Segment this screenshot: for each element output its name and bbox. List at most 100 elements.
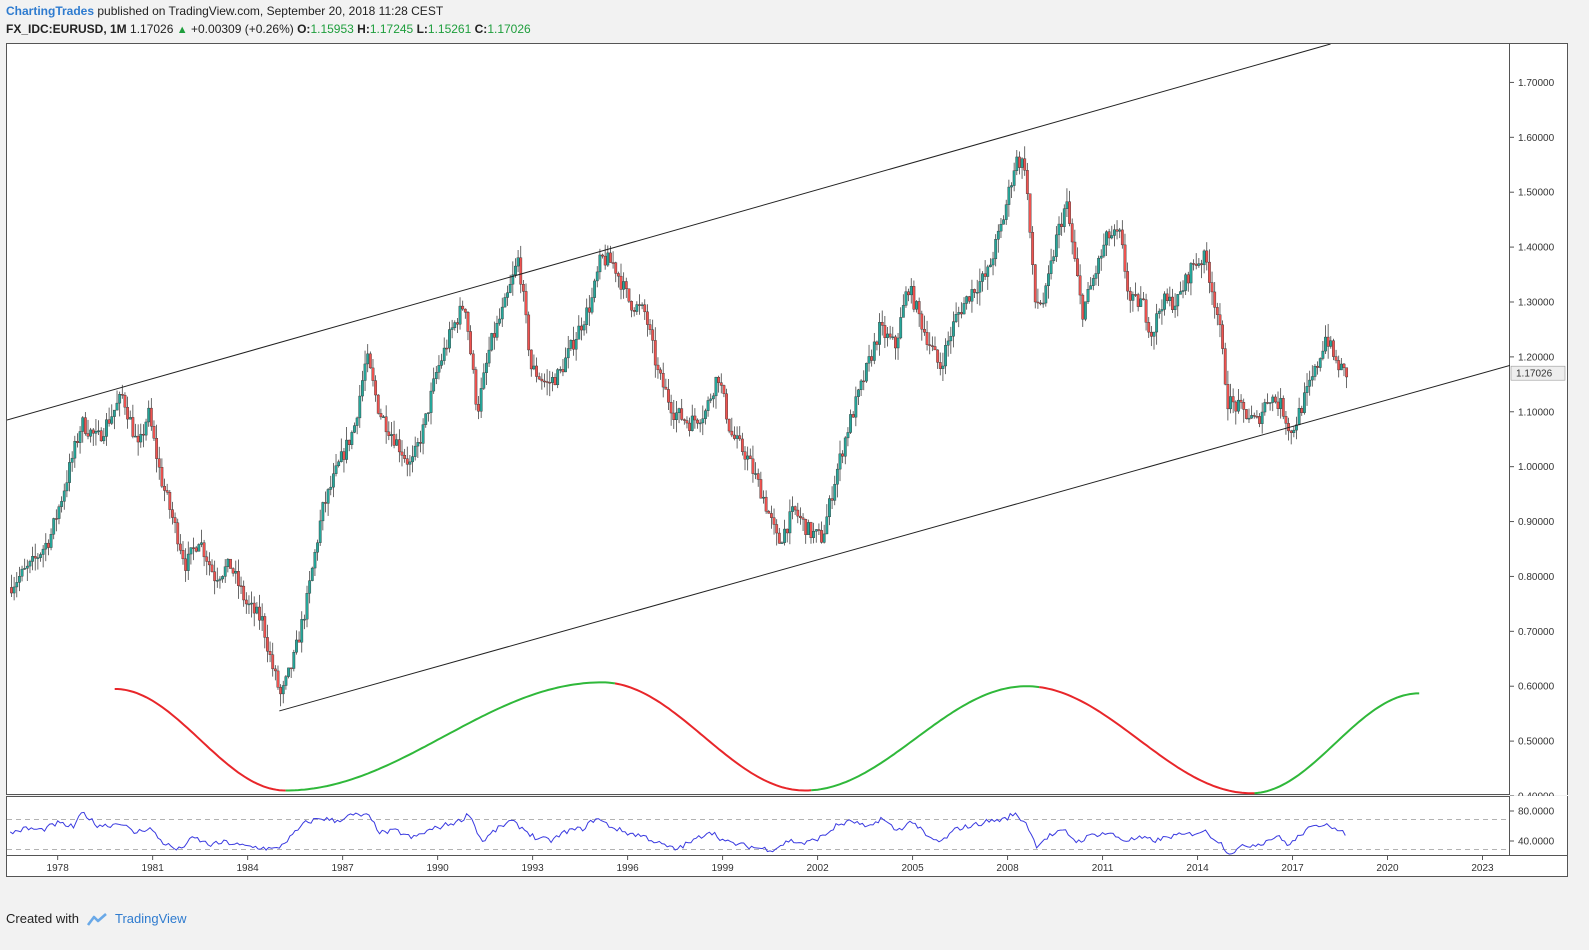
candle-body bbox=[527, 314, 531, 351]
candle-body bbox=[368, 353, 372, 369]
candle-body bbox=[78, 431, 82, 443]
candle-body bbox=[1107, 231, 1111, 239]
candle-body bbox=[353, 425, 356, 433]
candle-body bbox=[1023, 158, 1027, 171]
candle-body bbox=[585, 307, 589, 325]
candle-body bbox=[809, 522, 813, 538]
candle-body bbox=[139, 433, 143, 443]
tradingview-link[interactable]: TradingView bbox=[114, 911, 187, 926]
candle-body bbox=[252, 602, 256, 614]
candle-body bbox=[215, 580, 219, 582]
rsi-axis[interactable]: 80.0000 40.0000 bbox=[1510, 796, 1568, 856]
candle-body bbox=[1268, 402, 1272, 404]
candle-body bbox=[260, 616, 264, 621]
candle-body bbox=[983, 273, 987, 277]
candle-body bbox=[83, 417, 87, 434]
candle-body bbox=[1173, 305, 1177, 310]
candle-body bbox=[1223, 348, 1227, 385]
candle-body bbox=[717, 376, 721, 383]
candle-body bbox=[197, 544, 201, 552]
candle-body bbox=[804, 519, 808, 535]
candle-body bbox=[548, 382, 552, 384]
candle-body bbox=[946, 340, 950, 346]
candle-body bbox=[864, 362, 868, 382]
price-pane[interactable] bbox=[6, 43, 1511, 796]
candle-body bbox=[524, 291, 528, 316]
candle-body bbox=[33, 556, 37, 559]
candle-body bbox=[413, 445, 417, 457]
candle-body bbox=[643, 304, 647, 313]
candle-body bbox=[110, 416, 114, 424]
candle-body bbox=[1321, 350, 1325, 359]
candle-body bbox=[482, 372, 486, 389]
candle-body bbox=[677, 408, 681, 414]
candle-body bbox=[1313, 365, 1317, 377]
candle-body bbox=[883, 325, 887, 338]
candle-body bbox=[859, 380, 863, 391]
candle-body bbox=[461, 305, 465, 310]
candle-body bbox=[1157, 310, 1161, 314]
candle-body bbox=[374, 380, 378, 396]
candle-body bbox=[234, 571, 238, 574]
candle-body bbox=[1244, 409, 1248, 419]
rsi-chart[interactable] bbox=[7, 797, 1511, 857]
candle-body bbox=[785, 528, 789, 534]
price-axis[interactable]: 1.70000 1.60000 1.50000 1.40000 1.30000 1.200… bbox=[1510, 43, 1568, 796]
candle-body bbox=[698, 422, 702, 425]
time-tick-label: 1978 bbox=[47, 863, 70, 874]
candle-body bbox=[640, 304, 644, 306]
candle-body bbox=[553, 377, 557, 386]
candle-body bbox=[223, 566, 227, 577]
candle-body bbox=[1018, 156, 1021, 168]
candle-body bbox=[1281, 398, 1285, 417]
candle-body bbox=[1326, 336, 1330, 347]
candle-body bbox=[1091, 278, 1095, 286]
candle-body bbox=[991, 258, 995, 266]
tradingview-cloud-icon[interactable] bbox=[85, 912, 109, 926]
candle-body bbox=[1202, 250, 1206, 266]
symbol-legend: FX_IDC:EURUSD, 1M 1.17026 ▲ +0.00309 (+0… bbox=[6, 22, 531, 36]
candle-body bbox=[614, 262, 618, 274]
price-tick-label: 1.10000 bbox=[1518, 407, 1555, 418]
candle-body bbox=[255, 606, 259, 614]
candle-body bbox=[1036, 301, 1040, 304]
price-tick-label: 1.60000 bbox=[1518, 133, 1555, 144]
rsi-pane[interactable] bbox=[6, 796, 1511, 857]
candle-body bbox=[653, 340, 657, 366]
author-link[interactable]: ChartingTrades bbox=[6, 4, 95, 18]
cycle-green-segment bbox=[285, 681, 616, 792]
candle-body bbox=[271, 654, 275, 670]
candle-body bbox=[1102, 244, 1106, 257]
candle-body bbox=[1215, 307, 1219, 315]
candle-body bbox=[777, 532, 781, 544]
candle-body bbox=[638, 304, 641, 306]
candle-body bbox=[696, 419, 699, 424]
candle-body bbox=[442, 347, 446, 361]
open-value: 1.15953 bbox=[310, 22, 354, 36]
candle-body bbox=[239, 585, 243, 587]
candle-body bbox=[508, 283, 512, 293]
candle-body bbox=[920, 313, 924, 330]
candle-body bbox=[967, 296, 971, 302]
price-chart[interactable] bbox=[7, 44, 1511, 796]
candle-body bbox=[996, 230, 1000, 240]
candle-body bbox=[722, 385, 726, 394]
candle-body bbox=[62, 490, 66, 502]
candle-body bbox=[1329, 340, 1333, 347]
price-change: +0.00309 (+0.26%) bbox=[191, 22, 294, 36]
candle-body bbox=[432, 378, 436, 392]
cycle-green-segment bbox=[811, 685, 1040, 792]
symbol-name[interactable]: FX_IDC:EURUSD, 1M bbox=[6, 22, 127, 36]
candle-body bbox=[907, 291, 911, 296]
candle-body bbox=[289, 667, 293, 670]
candle-body bbox=[1060, 223, 1064, 227]
time-axis[interactable]: 1978 1981 1984 1987 1990 1993 1996 1999 2002 2005… bbox=[6, 856, 1568, 877]
candle-body bbox=[843, 437, 847, 457]
candle-body bbox=[131, 417, 135, 437]
candle-body bbox=[1247, 417, 1251, 420]
candle-body bbox=[936, 349, 940, 363]
candle-body bbox=[975, 292, 979, 294]
candle-body bbox=[1316, 365, 1319, 368]
candle-body bbox=[1113, 229, 1116, 236]
candle-body bbox=[1221, 324, 1225, 349]
